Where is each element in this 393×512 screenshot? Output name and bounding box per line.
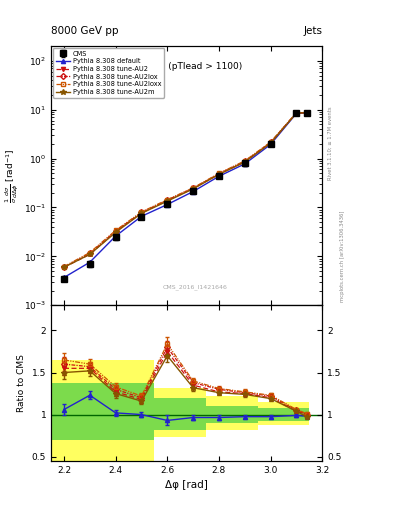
Pythia 8.308 tune-AU2lox (88, 250, 92, 257)
Line: Pythia 8.308 tune-AU2lox: Pythia 8.308 tune-AU2lox (62, 111, 309, 269)
Pythia 8.308 tune-AU2 (294, 110, 299, 116)
Pythia 8.308 tune-AU2 (165, 198, 170, 204)
Text: mcplots.cern.ch [arXiv:1306.3436]: mcplots.cern.ch [arXiv:1306.3436] (340, 210, 345, 302)
Pythia 8.308 default (242, 161, 247, 167)
Pythia 8.308 tune-AU2lox (191, 185, 195, 191)
Pythia 8.308 tune-AU2lox (217, 170, 221, 177)
Pythia 8.308 tune-AU2m (305, 110, 310, 116)
Pythia 8.308 tune-AU2m (242, 159, 247, 165)
Pythia 8.308 tune-AU2 (139, 210, 144, 216)
Pythia 8.308 tune-AU2lox (294, 110, 299, 116)
Pythia 8.308 default (268, 141, 273, 147)
Pythia 8.308 tune-AU2lox (242, 158, 247, 164)
Pythia 8.308 tune-AU2loxx (294, 110, 299, 116)
Y-axis label: Ratio to CMS: Ratio to CMS (17, 354, 26, 412)
Pythia 8.308 default (113, 233, 118, 239)
Line: Pythia 8.308 tune-AU2loxx: Pythia 8.308 tune-AU2loxx (62, 111, 309, 269)
Y-axis label: $\frac{1}{\sigma}\frac{d\sigma}{d\Delta\phi}$ [rad$^{-1}$]: $\frac{1}{\sigma}\frac{d\sigma}{d\Delta\… (4, 148, 21, 203)
Pythia 8.308 default (88, 259, 92, 265)
Pythia 8.308 default (139, 213, 144, 219)
Pythia 8.308 tune-AU2m (88, 251, 92, 258)
Text: Δφ(jj) (pTlead > 1100): Δφ(jj) (pTlead > 1100) (141, 61, 243, 71)
Pythia 8.308 tune-AU2m (165, 198, 170, 204)
Pythia 8.308 tune-AU2lox (268, 139, 273, 145)
Pythia 8.308 tune-AU2 (305, 110, 310, 116)
Pythia 8.308 tune-AU2m (191, 186, 195, 192)
Pythia 8.308 tune-AU2 (62, 264, 66, 270)
Text: 8000 GeV pp: 8000 GeV pp (51, 26, 119, 36)
Pythia 8.308 tune-AU2lox (305, 110, 310, 116)
Pythia 8.308 tune-AU2loxx (139, 209, 144, 215)
Line: Pythia 8.308 default: Pythia 8.308 default (62, 111, 309, 280)
Pythia 8.308 tune-AU2 (217, 171, 221, 177)
Pythia 8.308 tune-AU2m (62, 264, 66, 270)
Pythia 8.308 tune-AU2m (294, 110, 299, 116)
Pythia 8.308 tune-AU2m (268, 140, 273, 146)
Pythia 8.308 tune-AU2loxx (88, 249, 92, 255)
Pythia 8.308 tune-AU2loxx (165, 197, 170, 203)
Text: CMS_2016_I1421646: CMS_2016_I1421646 (162, 284, 227, 290)
Pythia 8.308 tune-AU2lox (62, 264, 66, 270)
Pythia 8.308 tune-AU2m (139, 210, 144, 217)
Pythia 8.308 tune-AU2loxx (191, 185, 195, 191)
Pythia 8.308 tune-AU2 (88, 251, 92, 258)
Pythia 8.308 tune-AU2lox (113, 228, 118, 234)
Text: Rivet 3.1.10; ≥ 1.7M events: Rivet 3.1.10; ≥ 1.7M events (328, 106, 333, 180)
Pythia 8.308 tune-AU2loxx (113, 227, 118, 233)
Pythia 8.308 tune-AU2loxx (62, 264, 66, 270)
Line: Pythia 8.308 tune-AU2: Pythia 8.308 tune-AU2 (62, 111, 309, 269)
Legend: CMS, Pythia 8.308 default, Pythia 8.308 tune-AU2, Pythia 8.308 tune-AU2lox, Pyth: CMS, Pythia 8.308 default, Pythia 8.308 … (53, 48, 164, 98)
Pythia 8.308 tune-AU2 (191, 185, 195, 191)
Pythia 8.308 default (217, 173, 221, 179)
Pythia 8.308 tune-AU2loxx (268, 139, 273, 145)
Pythia 8.308 tune-AU2loxx (242, 158, 247, 164)
Line: Pythia 8.308 tune-AU2m: Pythia 8.308 tune-AU2m (61, 110, 310, 270)
Pythia 8.308 tune-AU2lox (139, 209, 144, 216)
X-axis label: Δφ [rad]: Δφ [rad] (165, 480, 208, 490)
Pythia 8.308 tune-AU2lox (165, 197, 170, 203)
Pythia 8.308 tune-AU2 (268, 140, 273, 146)
Pythia 8.308 default (62, 274, 66, 281)
Pythia 8.308 tune-AU2loxx (305, 110, 310, 116)
Pythia 8.308 tune-AU2m (113, 229, 118, 236)
Pythia 8.308 default (165, 201, 170, 207)
Pythia 8.308 default (294, 110, 299, 116)
Pythia 8.308 default (305, 110, 310, 116)
Pythia 8.308 tune-AU2 (242, 159, 247, 165)
Pythia 8.308 tune-AU2m (217, 172, 221, 178)
Text: Jets: Jets (303, 26, 322, 36)
Pythia 8.308 tune-AU2loxx (217, 170, 221, 176)
Pythia 8.308 default (191, 188, 195, 195)
Pythia 8.308 tune-AU2 (113, 229, 118, 235)
